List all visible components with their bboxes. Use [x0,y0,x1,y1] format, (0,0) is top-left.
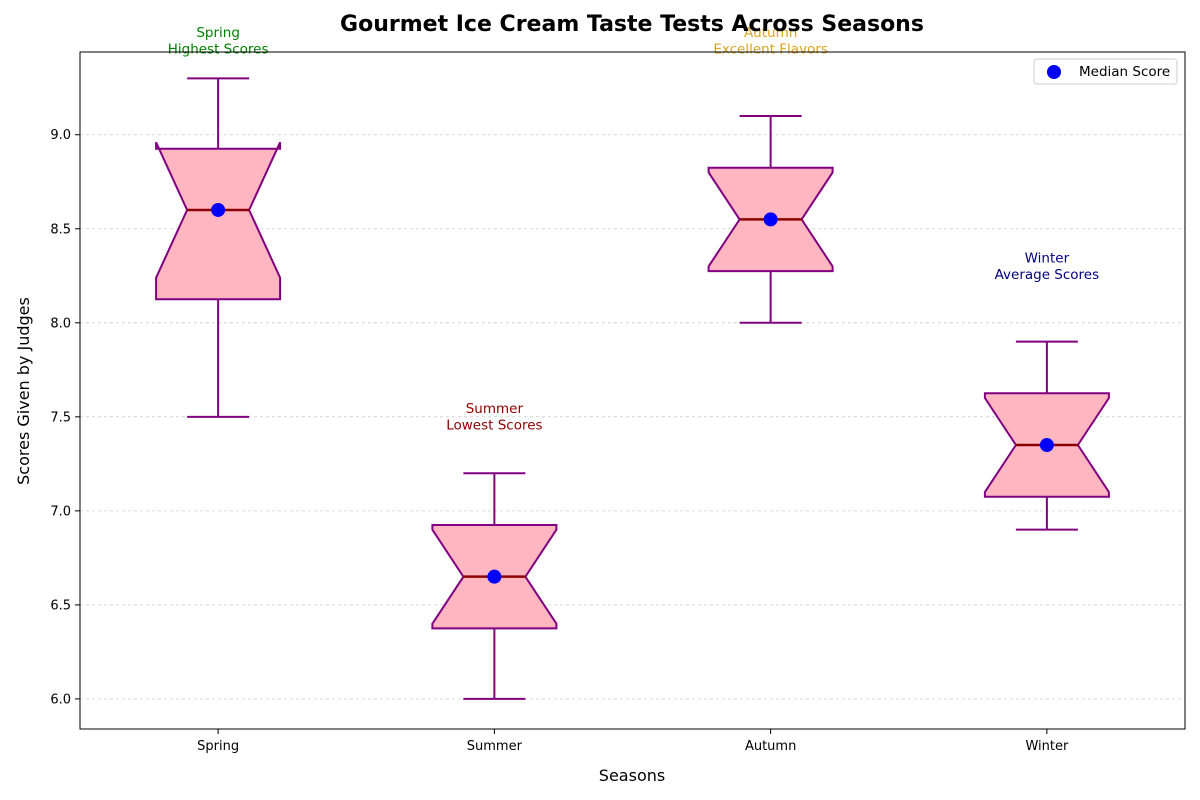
y-tick-label: 8.5 [50,222,71,237]
axes: 6.0 6.5 7.0 7.5 8.0 8.5 9.0 Spring Summer Autumn W… [50,128,1069,754]
y-tick-label: 7.0 [50,504,71,519]
x-axis-title: Seasons [599,766,665,785]
x-tick-label: Spring [197,739,239,754]
x-tick-label: Summer [467,739,523,754]
legend-median-marker [1047,65,1061,79]
annotation-line1: Winter [1025,251,1070,267]
median-marker [1039,438,1054,453]
legend-label: Median Score [1079,64,1170,80]
notched-box [155,141,282,301]
y-tick-label: 9.0 [50,128,71,143]
x-tick-label: Winter [1025,739,1069,754]
box-plot-series [155,77,1110,700]
median-marker [211,202,226,217]
annotation-line2: Average Scores [995,267,1100,283]
median-marker [487,569,502,584]
annotation-line2: Highest Scores [168,41,269,57]
x-tick-label: Autumn [745,739,796,754]
legend-frame [1033,58,1178,85]
annotation-line1: Spring [196,25,240,41]
annotation-line1: Autumn [744,25,797,41]
annotation-line2: Lowest Scores [446,418,542,434]
annotation-line2: Excellent Flavors [713,41,828,57]
plot-area-frame [79,51,1186,730]
y-tick-label: 7.5 [50,410,71,425]
legend: Median Score [1033,58,1178,85]
box-spring [155,77,282,418]
y-axis-title: Scores Given by Judges [14,297,33,485]
box-winter [983,340,1110,531]
chart-title: Gourmet Ice Cream Taste Tests Across Sea… [340,12,924,37]
y-tick-label: 6.0 [50,692,71,707]
box-autumn [707,114,834,324]
box-summer [431,472,558,700]
annotation-line1: Summer [466,401,524,417]
median-marker [763,212,778,227]
y-tick-label: 6.5 [50,598,71,613]
y-tick-label: 8.0 [50,316,71,331]
